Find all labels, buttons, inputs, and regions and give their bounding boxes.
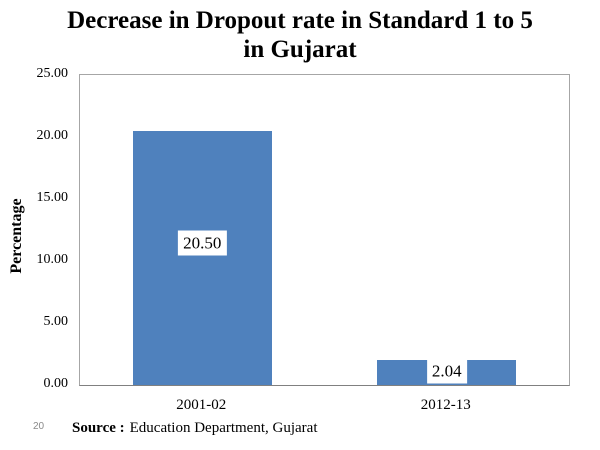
- y-tick-label: 15.00: [36, 190, 69, 205]
- y-axis-ticks: 25.00 20.00 15.00 10.00 5.00 0.00: [0, 66, 79, 391]
- y-tick-label: 10.00: [36, 252, 69, 267]
- bar-value-label: 20.50: [178, 230, 227, 256]
- chart-title: Decrease in Dropout rate in Standard 1 t…: [10, 6, 590, 64]
- y-tick-label: 0.00: [43, 376, 69, 391]
- y-tick-label: 25.00: [36, 66, 69, 81]
- plot-area: 20.50 2.04: [79, 74, 570, 386]
- chart-title-line1: Decrease in Dropout rate in Standard 1 t…: [67, 7, 533, 34]
- chart-title-line2: in Gujarat: [243, 36, 357, 63]
- bar-value-label: 2.04: [426, 358, 467, 384]
- source-text: Education Department, Gujarat: [129, 420, 318, 436]
- source-note: Source : Education Department, Gujarat: [72, 420, 318, 437]
- bar-2001-02: [132, 130, 272, 385]
- source-label: Source :: [72, 420, 125, 436]
- x-category-label: 2012-13: [420, 397, 471, 413]
- y-tick-label: 20.00: [36, 128, 69, 143]
- y-tick-label: 5.00: [43, 314, 69, 329]
- slide-page-number: 20: [33, 421, 45, 432]
- x-category-label: 2001-02: [176, 397, 227, 413]
